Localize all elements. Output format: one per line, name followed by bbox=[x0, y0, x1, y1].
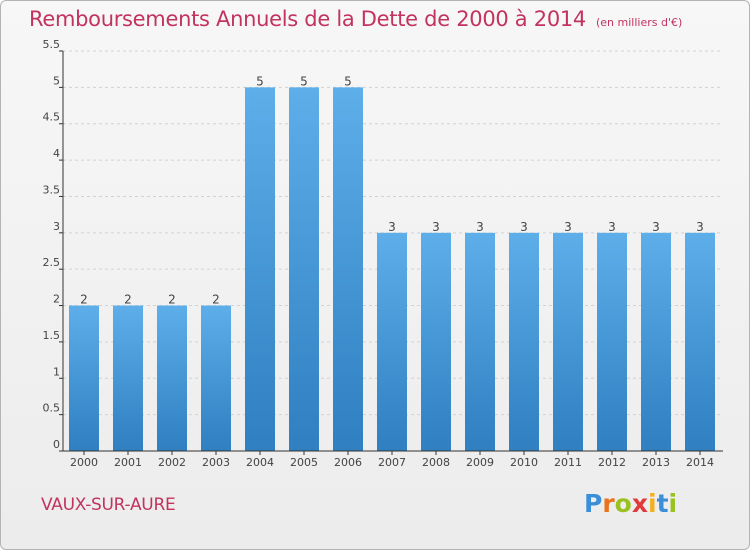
bar bbox=[289, 87, 319, 451]
bar bbox=[201, 305, 231, 451]
bar-value-label: 2 bbox=[168, 293, 176, 307]
logo-letter: t bbox=[656, 489, 669, 518]
bar-value-label: 5 bbox=[300, 74, 308, 88]
bar-value-label: 5 bbox=[256, 74, 264, 88]
bar-value-label: 3 bbox=[608, 220, 616, 234]
bar bbox=[685, 232, 715, 451]
x-tick-label: 2007 bbox=[378, 456, 406, 469]
y-tick-label: 2 bbox=[53, 293, 60, 306]
y-tick-label: 5.5 bbox=[43, 38, 61, 51]
bar-value-label: 3 bbox=[476, 220, 484, 234]
x-tick-label: 2012 bbox=[598, 456, 626, 469]
x-tick-label: 2013 bbox=[642, 456, 670, 469]
bar bbox=[69, 305, 99, 451]
bar bbox=[553, 232, 583, 451]
x-tick-label: 2002 bbox=[158, 456, 186, 469]
y-tick-label: 1.5 bbox=[43, 329, 61, 342]
bar-value-label: 5 bbox=[344, 74, 352, 88]
bar bbox=[597, 232, 627, 451]
y-tick-label: 0.5 bbox=[43, 402, 61, 415]
bar bbox=[333, 87, 363, 451]
y-tick-label: 5 bbox=[53, 74, 60, 87]
y-tick-label: 1 bbox=[53, 365, 60, 378]
x-tick-label: 2004 bbox=[246, 456, 274, 469]
logo-letter: i bbox=[648, 489, 657, 518]
logo-letter: r bbox=[602, 489, 615, 518]
bar-value-label: 3 bbox=[652, 220, 660, 234]
labels: 0 0.5 1 1.5 2 2.5 3 3.5 4 4.5 5 5.5 2 2000 2 2001 2 2002 2… bbox=[43, 38, 715, 469]
chart-subtitle: (en milliers d'€) bbox=[596, 16, 683, 29]
y-tick-label: 4.5 bbox=[43, 111, 61, 124]
bar-value-label: 3 bbox=[520, 220, 528, 234]
x-tick-label: 2005 bbox=[290, 456, 318, 469]
bar-value-label: 2 bbox=[124, 293, 132, 307]
bar bbox=[465, 232, 495, 451]
x-tick-label: 2001 bbox=[114, 456, 142, 469]
bar-value-label: 3 bbox=[564, 220, 572, 234]
x-tick-label: 2008 bbox=[422, 456, 450, 469]
logo-letter: i bbox=[668, 489, 678, 518]
y-tick-label: 3 bbox=[53, 220, 60, 233]
bar bbox=[509, 232, 539, 451]
bar-value-label: 3 bbox=[696, 220, 704, 234]
x-tick-label: 2014 bbox=[686, 456, 714, 469]
x-tick-label: 2011 bbox=[554, 456, 582, 469]
x-tick-label: 2000 bbox=[70, 456, 98, 469]
x-tick-label: 2003 bbox=[202, 456, 230, 469]
y-tick-label: 0 bbox=[53, 438, 60, 451]
y-tick-label: 2.5 bbox=[43, 256, 61, 269]
logo-letter: o bbox=[614, 489, 632, 518]
bar bbox=[421, 232, 451, 451]
bar-value-label: 2 bbox=[80, 293, 88, 307]
y-tick-label: 3.5 bbox=[43, 183, 61, 196]
logo-letter: x bbox=[631, 489, 648, 518]
axes bbox=[59, 50, 723, 455]
bar bbox=[245, 87, 275, 451]
bar bbox=[641, 232, 671, 451]
proxiti-logo: Proxiti bbox=[584, 489, 677, 518]
bar-value-label: 3 bbox=[388, 220, 396, 234]
x-tick-label: 2006 bbox=[334, 456, 362, 469]
title-row: Remboursements Annuels de la Dette de 20… bbox=[29, 7, 682, 31]
bar-value-label: 3 bbox=[432, 220, 440, 234]
bar bbox=[113, 305, 143, 451]
bar bbox=[157, 305, 187, 451]
y-tick-label: 4 bbox=[53, 147, 60, 160]
chart-title: Remboursements Annuels de la Dette de 20… bbox=[29, 7, 586, 31]
logo-letter: P bbox=[584, 489, 603, 518]
bars bbox=[69, 87, 715, 451]
bar-value-label: 2 bbox=[212, 293, 220, 307]
x-tick-label: 2009 bbox=[466, 456, 494, 469]
commune-name: VAUX-SUR-AURE bbox=[41, 495, 176, 515]
bar bbox=[377, 232, 407, 451]
x-tick-label: 2010 bbox=[510, 456, 538, 469]
